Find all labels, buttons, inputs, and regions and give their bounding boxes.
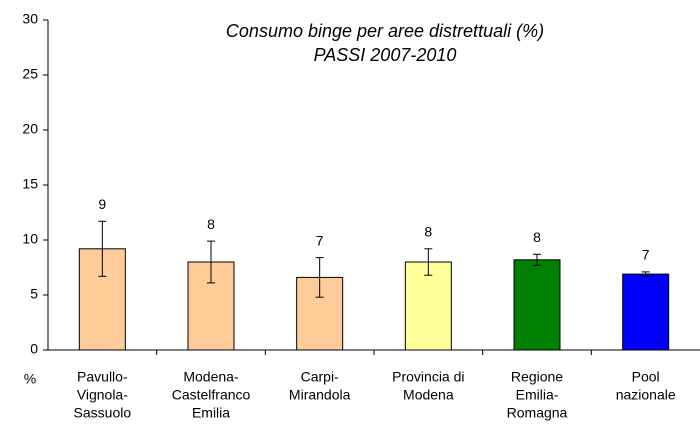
value-label: 8 [533,229,541,245]
y-tick-label: 5 [30,286,38,302]
value-label: 8 [424,224,432,240]
value-label: 7 [642,247,650,263]
y-tick-label: 25 [22,66,38,82]
x-tick-label: Emilia [192,405,230,421]
x-tick-label: Romagna [507,405,568,421]
x-tick-label: Emilia- [516,387,559,403]
value-label: 9 [98,196,106,212]
y-tick-label: 20 [22,121,38,137]
y-tick-label: 0 [30,341,38,357]
x-tick-label: Provincia di [392,369,464,385]
y-tick-label: 10 [22,231,38,247]
bar [404,261,452,351]
x-tick-label: Sassuolo [74,405,132,421]
x-tick-label: Pool [632,369,660,385]
x-tick-label: Castelfranco [172,387,251,403]
y-tick-label: 15 [22,176,38,192]
value-label: 8 [207,216,215,232]
y-axis-label: % [24,371,36,387]
x-tick-label: Pavullo- [77,369,128,385]
chart-title: Consumo binge per aree distrettuali (%) [226,21,544,41]
bar [622,273,670,351]
bar [513,259,561,351]
x-tick-label: nazionale [616,387,676,403]
x-tick-label: Vignola- [77,387,128,403]
x-tick-label: Modena- [183,369,239,385]
x-tick-label: Modena [403,387,454,403]
x-tick-label: Regione [511,369,563,385]
x-tick-label: Carpi- [301,369,339,385]
x-tick-label: Mirandola [289,387,351,403]
value-label: 7 [316,232,324,248]
y-tick-label: 30 [22,11,38,27]
chart-subtitle: PASSI 2007-2010 [314,45,457,65]
